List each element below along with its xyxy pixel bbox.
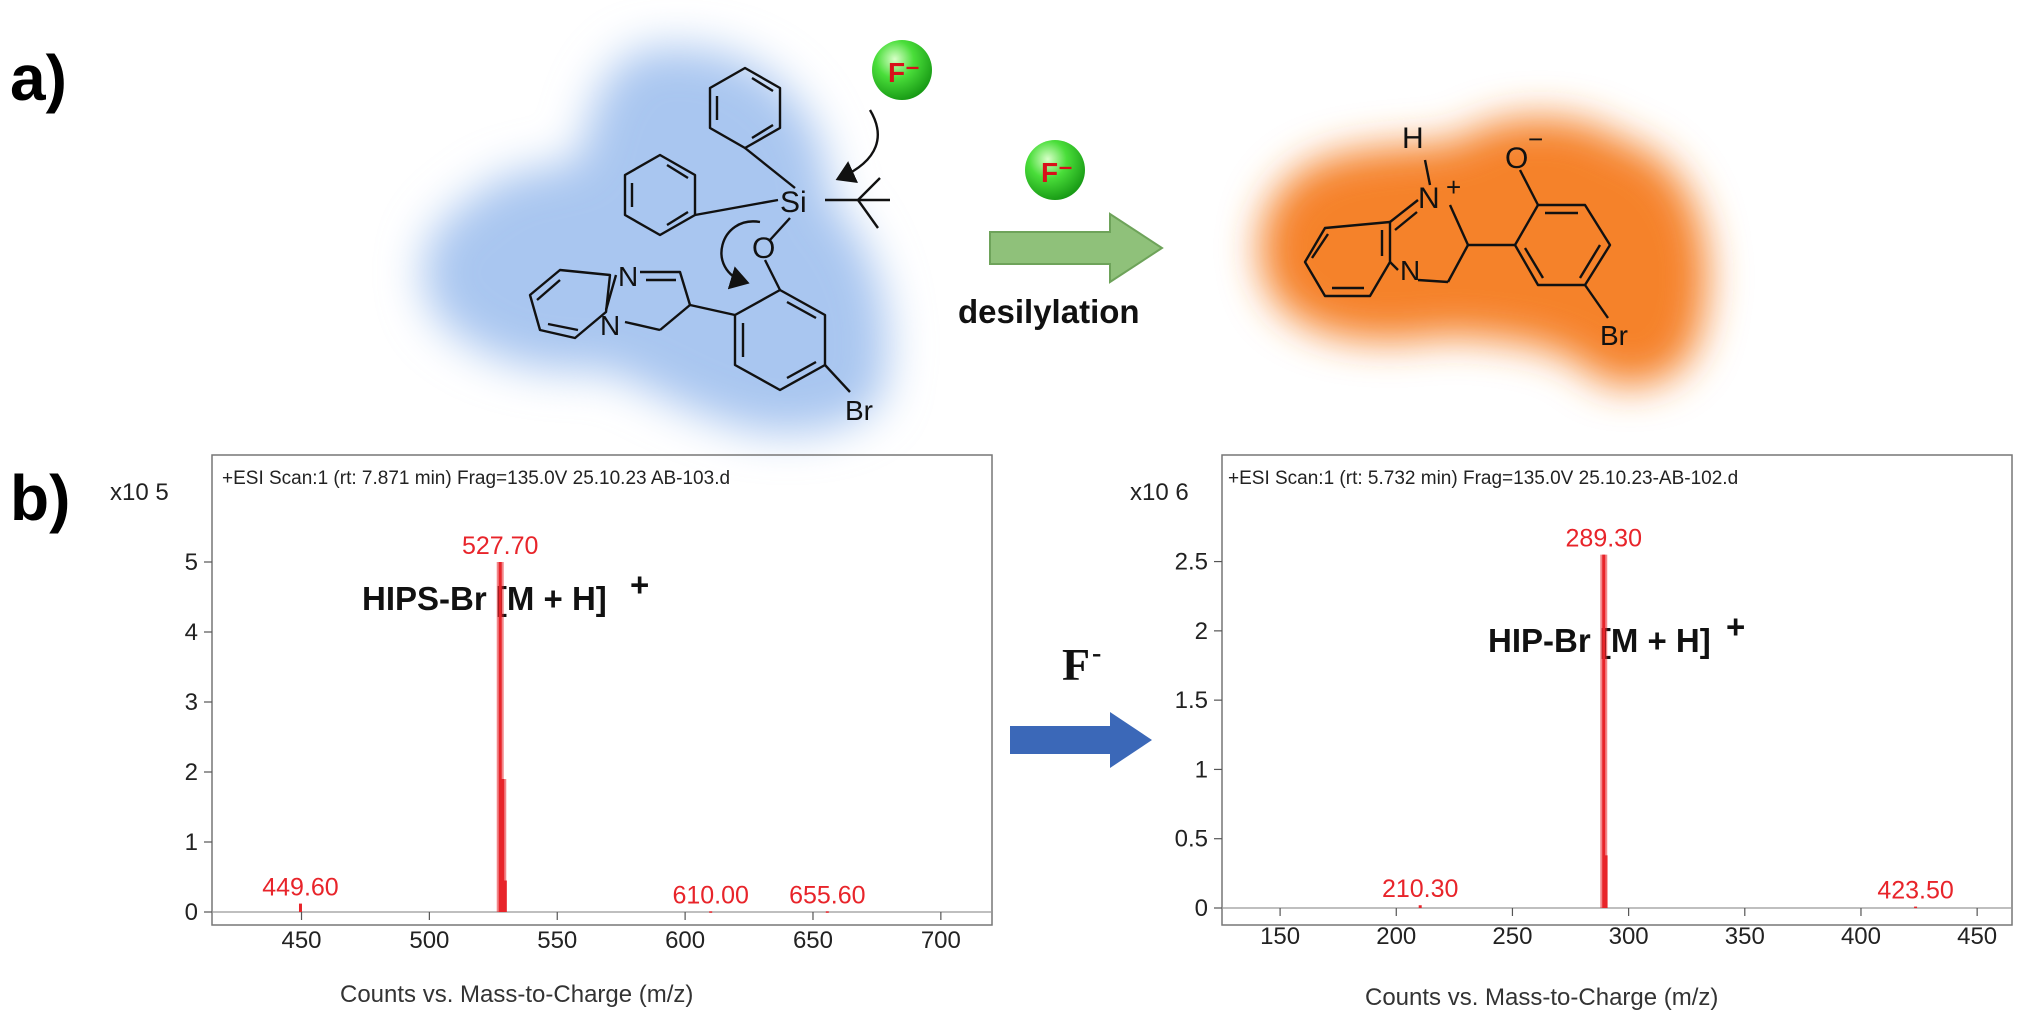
peak-bar	[1914, 906, 1918, 909]
chart1-frame	[211, 454, 993, 926]
y-tick-label: 1.5	[1175, 687, 1208, 714]
product-glow	[1260, 117, 1708, 386]
y-tick-label: 5	[185, 549, 198, 576]
chart2-y-exponent: x10 6	[1130, 479, 1189, 506]
product-structure: H N + O − N Br	[1260, 117, 1708, 386]
x-tick-label: 500	[409, 927, 449, 954]
spectrum-chart-2: +ESI Scan:1 (rt: 5.732 min) Frag=135.0V …	[1130, 454, 2013, 1011]
reaction-arrow: F⁻ desilylation	[958, 140, 1164, 330]
blue-arrow-shape	[1010, 712, 1152, 768]
peak-bar	[825, 911, 829, 913]
y-tick-label: 2	[185, 759, 198, 786]
chart2-x-ticks: 150 200 250 300 350 400 450	[1260, 908, 1997, 950]
chart2-peaks	[1222, 554, 2012, 909]
fluoride-label-arrow: F⁻	[1041, 157, 1073, 188]
panel-label-a: a)	[10, 42, 67, 114]
x-tick-label: 650	[793, 927, 833, 954]
x-tick-label: 300	[1609, 923, 1649, 950]
atom-br: Br	[845, 395, 873, 426]
x-tick-label: 450	[281, 927, 321, 954]
peak-bar-core	[1602, 554, 1606, 908]
charge-plus: +	[1446, 172, 1461, 202]
atom-o-minus: O	[1505, 142, 1528, 175]
peak-label: 423.50	[1877, 877, 1953, 905]
atom-br-product: Br	[1600, 320, 1628, 351]
peak-bar	[709, 911, 713, 913]
atom-n1: N	[618, 261, 638, 292]
atom-n-plus: N	[1418, 182, 1440, 215]
peak-bar-core	[498, 562, 502, 912]
y-tick-label: 0	[185, 899, 198, 926]
x-tick-label: 550	[537, 927, 577, 954]
chart2-peak-labels: 210.30 289.30 423.50	[1382, 525, 1954, 905]
fluoride-ball-top: F⁻	[872, 40, 932, 100]
chart2-compound-sup: +	[1726, 608, 1745, 645]
chart2-compound-label: HIP-Br [M + H]	[1488, 622, 1711, 659]
peak-label: 289.30	[1566, 525, 1642, 553]
chart2-y-ticks: 0 0.5 1 1.5 2 2.5	[1175, 549, 1222, 922]
chart1-compound-label: HIPS-Br [M + H]	[362, 580, 607, 617]
chart2-x-axis-label: Counts vs. Mass-to-Charge (m/z)	[1365, 984, 1718, 1011]
chart1-y-exponent: x10 5	[110, 479, 169, 506]
chart1-y-ticks: 0 1 2 3 4 5	[185, 549, 212, 926]
y-tick-label: 2	[1195, 618, 1208, 645]
chart1-peaks	[212, 562, 992, 913]
reactant-structure: Si O N N Br	[423, 46, 890, 434]
chart1-x-axis-label: Counts vs. Mass-to-Charge (m/z)	[340, 981, 693, 1008]
peak-label: 527.70	[462, 532, 538, 560]
reactant-glow	[423, 46, 888, 434]
peak-label: 449.60	[262, 874, 338, 902]
x-tick-label: 350	[1725, 923, 1765, 950]
x-tick-label: 200	[1376, 923, 1416, 950]
peak-label: 610.00	[672, 881, 748, 909]
x-tick-label: 600	[665, 927, 705, 954]
atom-n2: N	[600, 310, 620, 341]
desilylation-label: desilylation	[958, 293, 1140, 330]
y-tick-label: 0.5	[1175, 826, 1208, 853]
atom-n2-product: N	[1400, 255, 1420, 286]
peak-label: 210.30	[1382, 875, 1458, 903]
x-tick-label: 450	[1957, 923, 1997, 950]
peak-bar	[298, 903, 302, 912]
panel-label-b: b)	[10, 462, 70, 534]
chart2-header: +ESI Scan:1 (rt: 5.732 min) Frag=135.0V …	[1228, 468, 1738, 489]
y-tick-label: 3	[185, 689, 198, 716]
spectrum-chart-1: +ESI Scan:1 (rt: 7.871 min) Frag=135.0V …	[110, 454, 993, 1008]
fluoride-label-top: F⁻	[888, 57, 920, 88]
y-tick-label: 2.5	[1175, 549, 1208, 576]
peak-bar	[503, 880, 507, 912]
middle-arrow: F -	[1010, 638, 1152, 768]
peak-bar	[1418, 905, 1422, 908]
charge-minus: −	[1528, 124, 1543, 154]
x-tick-label: 700	[921, 927, 961, 954]
peak-label: 655.60	[789, 881, 865, 909]
y-tick-label: 1	[1195, 756, 1208, 783]
peak-bar-core	[501, 779, 505, 912]
y-tick-label: 0	[1195, 895, 1208, 922]
chart1-peak-labels: 449.60 527.70 610.00 655.60	[262, 532, 865, 909]
green-arrow-shape	[989, 212, 1164, 284]
atom-si: Si	[780, 186, 807, 219]
y-tick-label: 1	[185, 829, 198, 856]
atom-h: H	[1402, 122, 1424, 155]
middle-arrow-label: F	[1062, 639, 1090, 690]
atom-o: O	[752, 232, 775, 265]
chart2-frame	[1221, 454, 2013, 926]
x-tick-label: 250	[1492, 923, 1532, 950]
y-tick-label: 4	[185, 619, 198, 646]
x-tick-label: 150	[1260, 923, 1300, 950]
x-tick-label: 400	[1841, 923, 1881, 950]
peak-bar	[1604, 855, 1608, 908]
middle-arrow-sup: -	[1092, 638, 1101, 669]
chart1-header: +ESI Scan:1 (rt: 7.871 min) Frag=135.0V …	[222, 468, 730, 489]
fluoride-ball-arrow: F⁻	[1025, 140, 1085, 200]
chart1-x-ticks: 450 500 550 600 650 700	[281, 912, 961, 954]
chart1-compound-sup: +	[630, 566, 649, 603]
